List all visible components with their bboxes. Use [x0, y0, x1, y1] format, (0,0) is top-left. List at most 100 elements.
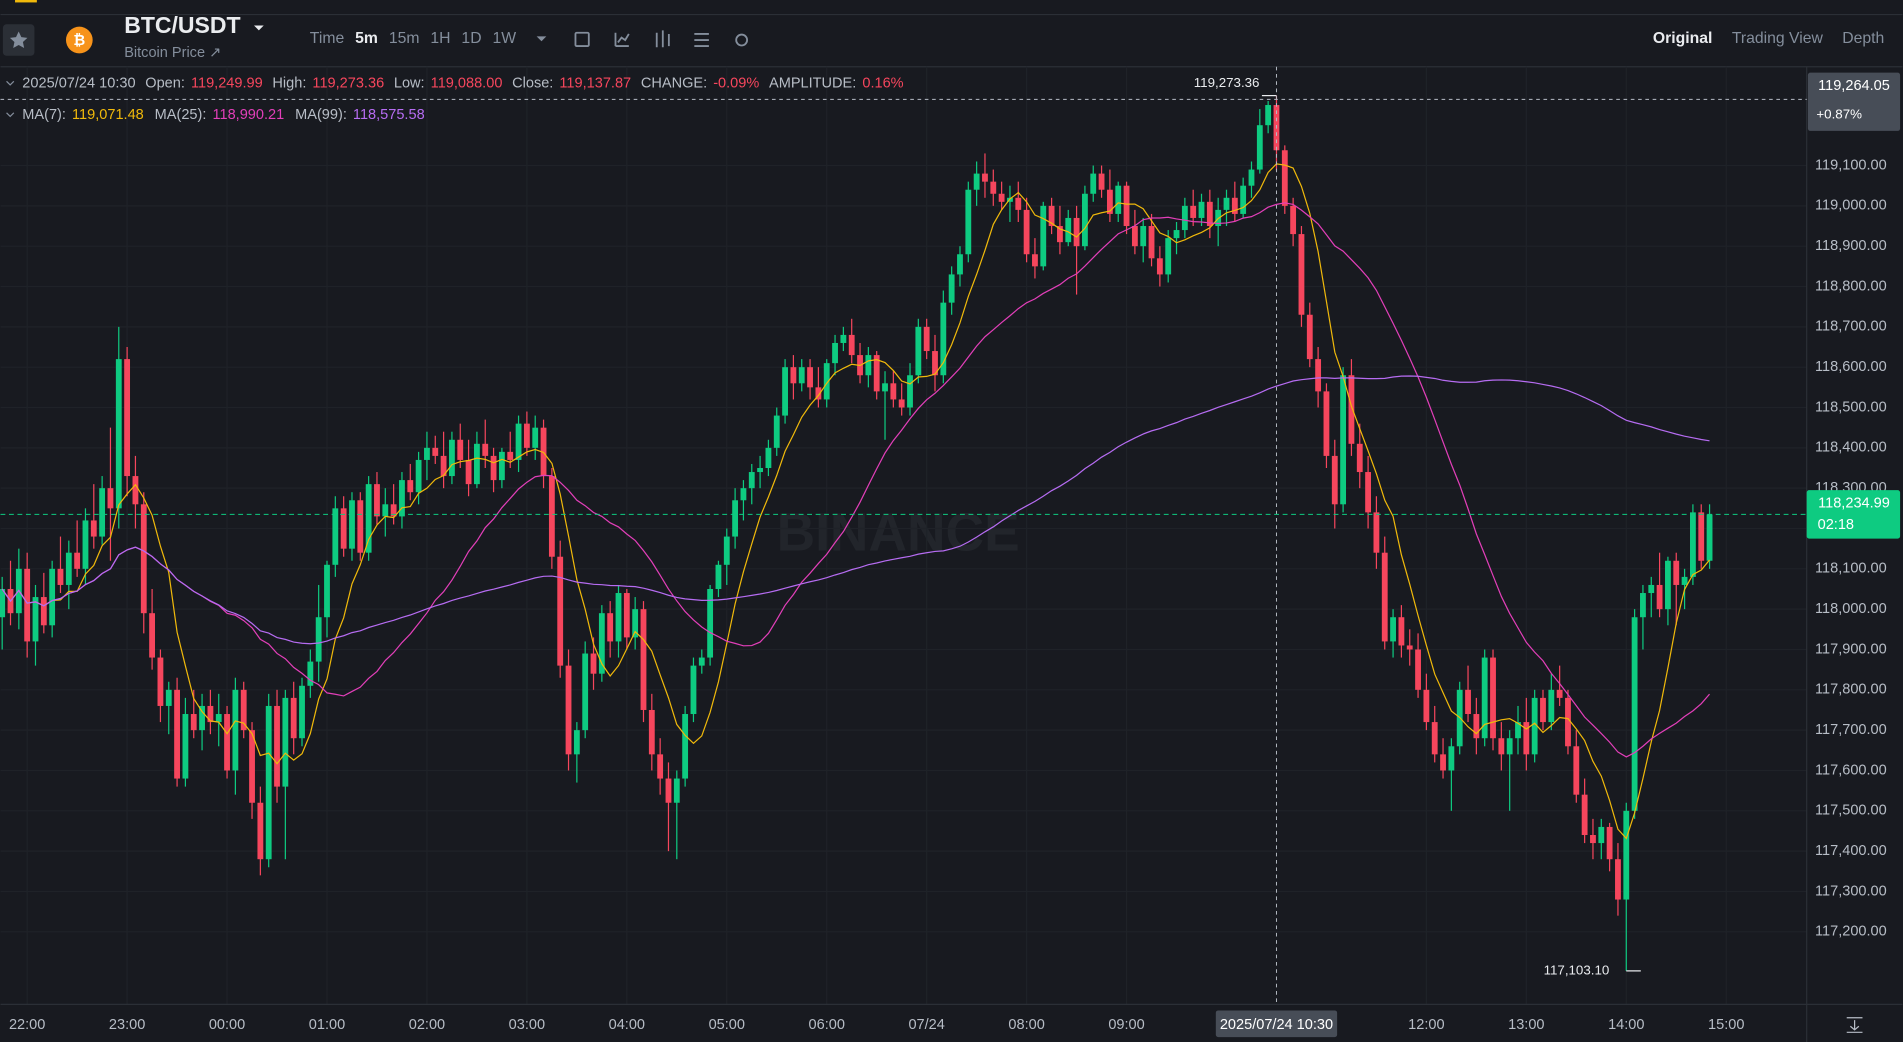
- watermark: BINANCE: [777, 503, 1020, 562]
- candle-body: [1048, 205, 1055, 227]
- interval-tab[interactable]: Time: [310, 30, 345, 47]
- candle-body: [1565, 697, 1571, 747]
- interval-tab[interactable]: 15m: [389, 30, 420, 47]
- settings-list-icon[interactable]: [694, 33, 709, 48]
- view-tab[interactable]: Depth: [1842, 30, 1884, 47]
- crosshair-time-box: [1215, 1010, 1338, 1038]
- candle-body: [482, 443, 489, 456]
- candle-body: [1556, 689, 1563, 698]
- symbol-dropdown[interactable]: [254, 25, 264, 31]
- candle-body: [823, 363, 830, 400]
- candle-body: [490, 455, 497, 481]
- candle-body: [240, 689, 247, 731]
- candle-body: [282, 697, 289, 787]
- x-tick-label: 22:00: [9, 1017, 45, 1033]
- candle-body: [673, 778, 680, 803]
- calendar-icon[interactable]: [574, 31, 590, 48]
- candle-body: [1240, 185, 1247, 214]
- candle-body: [690, 665, 697, 715]
- candle-body: [1165, 238, 1172, 275]
- x-tick-label: 12:00: [1408, 1017, 1444, 1033]
- candle-body: [523, 423, 530, 448]
- candle-body: [32, 597, 39, 642]
- candle-body: [1640, 593, 1646, 618]
- ma-value: 119,071.48: [72, 107, 144, 123]
- candle-body: [49, 568, 56, 626]
- candle-body: [740, 488, 747, 501]
- candle-body: [757, 468, 764, 473]
- ma-label: MA(99):: [295, 107, 347, 123]
- candle-body: [1706, 514, 1713, 561]
- candle-body: [498, 451, 505, 481]
- gear-icon[interactable]: [735, 33, 749, 47]
- candle-body: [1140, 226, 1147, 247]
- marker-change: +0.87%: [1816, 107, 1862, 122]
- bitcoin-symbol: ₿: [73, 33, 85, 49]
- candle-body: [932, 351, 938, 376]
- x-tick-label: 03:00: [509, 1017, 545, 1033]
- view-tab[interactable]: Original: [1653, 30, 1713, 47]
- x-tick-label: 14:00: [1608, 1017, 1644, 1033]
- candle-body: [249, 730, 255, 803]
- indicator-icon[interactable]: [614, 32, 630, 48]
- y-tick-label: 117,300.00: [1815, 883, 1887, 899]
- candle-body: [349, 500, 355, 549]
- candle-body: [1081, 193, 1088, 247]
- candle-body: [715, 564, 722, 589]
- x-tick-label: 23:00: [109, 1017, 145, 1033]
- candle-body: [340, 508, 347, 549]
- candle-body: [698, 657, 705, 666]
- candle-body: [1206, 201, 1213, 227]
- candle-body: [1223, 197, 1230, 210]
- candle-body: [74, 552, 81, 569]
- candle-body: [1265, 105, 1272, 126]
- y-tick-label: 119,000.00: [1815, 198, 1887, 214]
- candle-body: [165, 689, 172, 706]
- x-tick-label: 02:00: [409, 1017, 445, 1033]
- collapse-toggle[interactable]: [6, 80, 15, 86]
- candle-body: [324, 564, 330, 618]
- candle-body: [149, 613, 156, 658]
- candle-body: [1498, 738, 1505, 755]
- y-tick-label: 119,100.00: [1815, 157, 1887, 173]
- candle-body: [299, 685, 305, 739]
- axis-toggle-icon[interactable]: [1846, 1017, 1863, 1033]
- candle-body: [1598, 826, 1605, 844]
- interval-tab[interactable]: 5m: [355, 30, 378, 47]
- view-tab[interactable]: Trading View: [1732, 30, 1824, 47]
- interval-tab[interactable]: 1W: [492, 30, 516, 47]
- candle-body: [1148, 226, 1155, 259]
- ma-value: 118,990.21: [212, 107, 284, 123]
- candle-body: [199, 705, 205, 731]
- chart-type-icon[interactable]: [655, 30, 670, 48]
- candle-body: [465, 459, 472, 485]
- candle-body: [832, 342, 838, 364]
- candle-body: [1290, 205, 1297, 235]
- candle-body: [1415, 649, 1421, 690]
- candle-body: [1431, 722, 1438, 755]
- candle-body: [1106, 189, 1113, 214]
- toolbar-icons: [574, 30, 749, 48]
- candle-body: [873, 355, 880, 392]
- x-tick-label: 01:00: [309, 1017, 345, 1033]
- last-price-box: [1806, 490, 1901, 539]
- interval-tab[interactable]: 1D: [461, 30, 481, 47]
- candle-body: [790, 367, 797, 384]
- candle-body: [182, 714, 189, 779]
- candle-body: [632, 609, 639, 638]
- interval-tab[interactable]: 1H: [430, 30, 450, 47]
- y-tick-label: 118,600.00: [1815, 359, 1887, 375]
- candle-body: [948, 274, 955, 303]
- candle-body: [315, 617, 322, 662]
- more-intervals[interactable]: [536, 36, 547, 42]
- candle-body: [898, 399, 905, 408]
- collapse-toggle[interactable]: [6, 112, 15, 118]
- x-tick-label: 06:00: [809, 1017, 845, 1033]
- candle-body: [682, 714, 689, 779]
- y-tick-label: 118,000.00: [1815, 601, 1887, 617]
- symbol-subtitle[interactable]: Bitcoin Price ↗: [124, 45, 221, 61]
- candle-body: [1656, 584, 1663, 610]
- symbol-title[interactable]: BTC/USDT: [124, 12, 240, 38]
- candle-body: [449, 439, 455, 477]
